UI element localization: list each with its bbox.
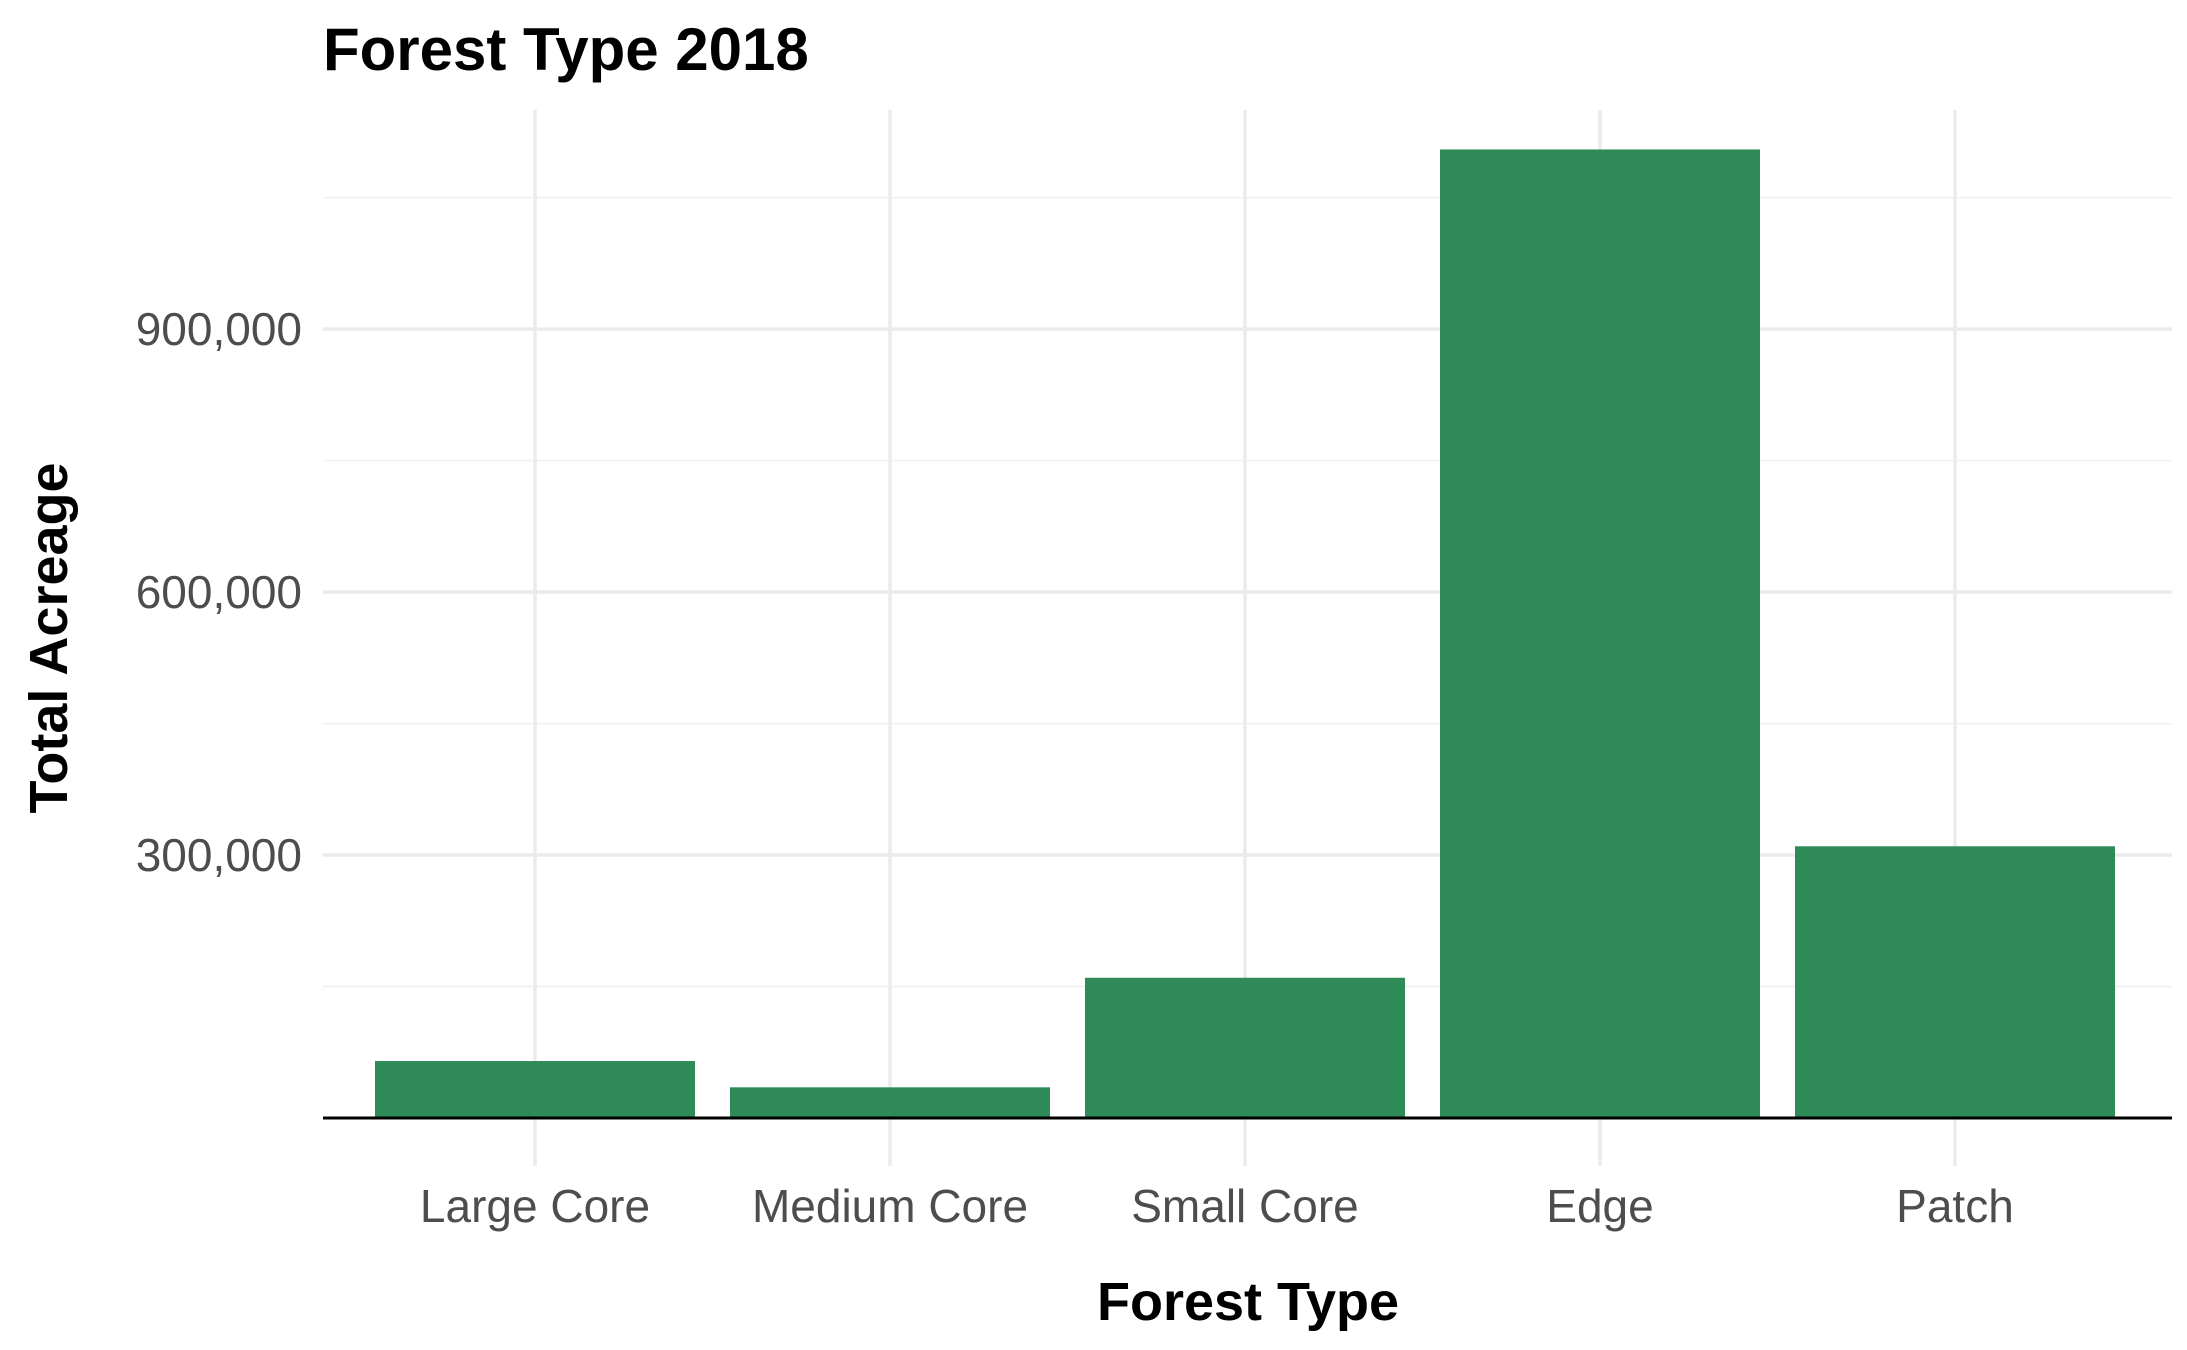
x-tick-label: Patch	[1896, 1180, 2014, 1232]
bar-small-core	[1085, 977, 1405, 1118]
x-tick-label: Small Core	[1131, 1180, 1359, 1232]
x-tick-label: Medium Core	[752, 1180, 1028, 1232]
bars	[375, 149, 2115, 1118]
y-tick-label: 900,000	[136, 303, 302, 355]
bar-medium-core	[730, 1087, 1050, 1118]
x-axis-ticks: Large Core Medium Core Small Core Edge Patch	[420, 1180, 2014, 1232]
y-tick-label: 600,000	[136, 566, 302, 618]
bar-patch	[1795, 846, 2115, 1118]
chart-title: Forest Type 2018	[323, 16, 809, 83]
y-axis-title: Total Acreage	[19, 462, 79, 813]
x-tick-label: Large Core	[420, 1180, 650, 1232]
x-axis-title: Forest Type	[1097, 1272, 1399, 1332]
y-axis-ticks: 300,000 600,000 900,000	[136, 303, 302, 881]
x-tick-label: Edge	[1546, 1180, 1653, 1232]
bar-edge	[1440, 149, 1760, 1118]
bar-large-core	[375, 1061, 695, 1118]
y-tick-label: 300,000	[136, 829, 302, 881]
